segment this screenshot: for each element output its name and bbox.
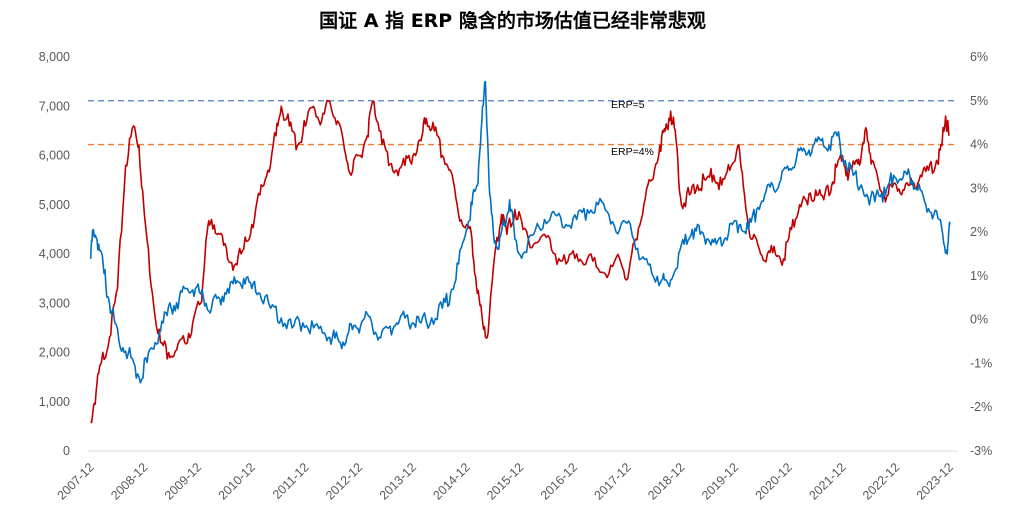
x-tick-label: 2016-12 bbox=[538, 460, 580, 502]
y-left-tick-label: 5,000 bbox=[39, 198, 70, 212]
x-tick-label: 2023-12 bbox=[914, 460, 956, 502]
y-right-tick-label: 5% bbox=[970, 94, 988, 108]
x-tick-label: 2019-12 bbox=[699, 460, 741, 502]
series-line-blue bbox=[89, 80, 951, 384]
x-tick-label: 2011-12 bbox=[270, 460, 312, 502]
y-right-tick-label: 1% bbox=[970, 269, 988, 283]
x-tick-label: 2007-12 bbox=[54, 460, 96, 502]
y-right-tick-label: 0% bbox=[970, 313, 988, 327]
x-tick-label: 2018-12 bbox=[645, 460, 687, 502]
x-tick-label: 2009-12 bbox=[162, 460, 204, 502]
x-tick-label: 2021-12 bbox=[806, 460, 848, 502]
series-line-red bbox=[90, 99, 950, 424]
y-left-tick-label: 4,000 bbox=[39, 247, 70, 261]
y-right-tick-label: 3% bbox=[970, 181, 988, 195]
x-tick-label: 2017-12 bbox=[592, 460, 634, 502]
y-left-tick-label: 8,000 bbox=[39, 50, 70, 64]
x-tick-label: 2015-12 bbox=[484, 460, 526, 502]
y-right-tick-label: -2% bbox=[970, 400, 992, 414]
x-tick-label: 2014-12 bbox=[430, 460, 472, 502]
chart-title: 国证 A 指 ERP 隐含的市场估值已经非常悲观 bbox=[319, 10, 706, 32]
reference-line-label: ERP=4% bbox=[611, 146, 654, 158]
y-left-tick-label: 1,000 bbox=[39, 395, 70, 409]
y-left-tick-label: 2,000 bbox=[39, 346, 70, 360]
y-right-tick-label: 2% bbox=[970, 225, 988, 239]
y-left-tick-label: 3,000 bbox=[39, 296, 70, 310]
y-right-tick-label: -1% bbox=[970, 356, 992, 370]
y-left-tick-label: 7,000 bbox=[39, 99, 70, 113]
y-right-tick-label: 6% bbox=[970, 50, 988, 64]
x-tick-label: 2012-12 bbox=[323, 460, 365, 502]
y-right-tick-label: 4% bbox=[970, 138, 988, 152]
reference-line-label: ERP=5 bbox=[611, 99, 645, 111]
y-left-tick-label: 6,000 bbox=[39, 149, 70, 163]
x-tick-label: 2010-12 bbox=[216, 460, 258, 502]
x-tick-label: 2020-12 bbox=[753, 460, 795, 502]
y-right-tick-label: -3% bbox=[970, 444, 992, 458]
x-tick-label: 2013-12 bbox=[377, 460, 419, 502]
x-tick-label: 2008-12 bbox=[108, 460, 150, 502]
x-tick-label: 2022-12 bbox=[860, 460, 902, 502]
y-left-tick-label: 0 bbox=[63, 444, 70, 458]
